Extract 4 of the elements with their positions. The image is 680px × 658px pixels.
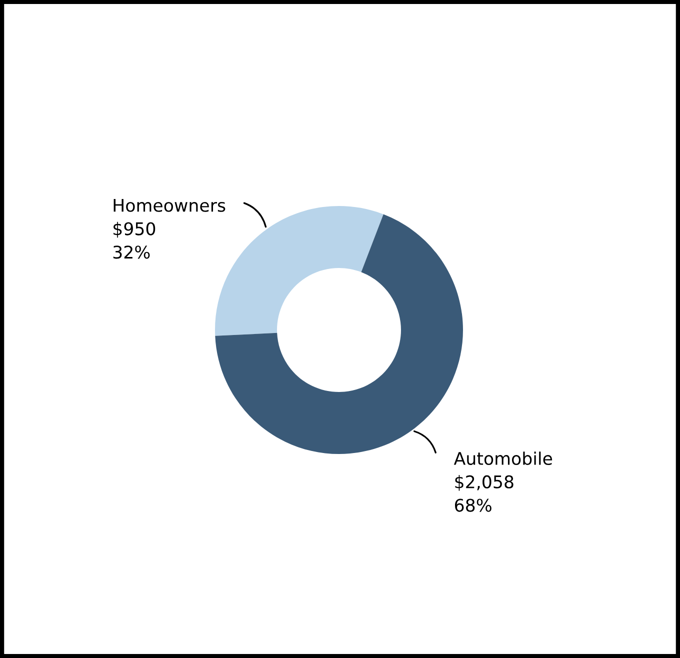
data-label: $2,058 68% (454, 474, 514, 512)
data-label: $950 32% (113, 222, 156, 259)
slice-label: Automobile (454, 452, 552, 466)
slice-label: Homeowners (114, 199, 226, 212)
